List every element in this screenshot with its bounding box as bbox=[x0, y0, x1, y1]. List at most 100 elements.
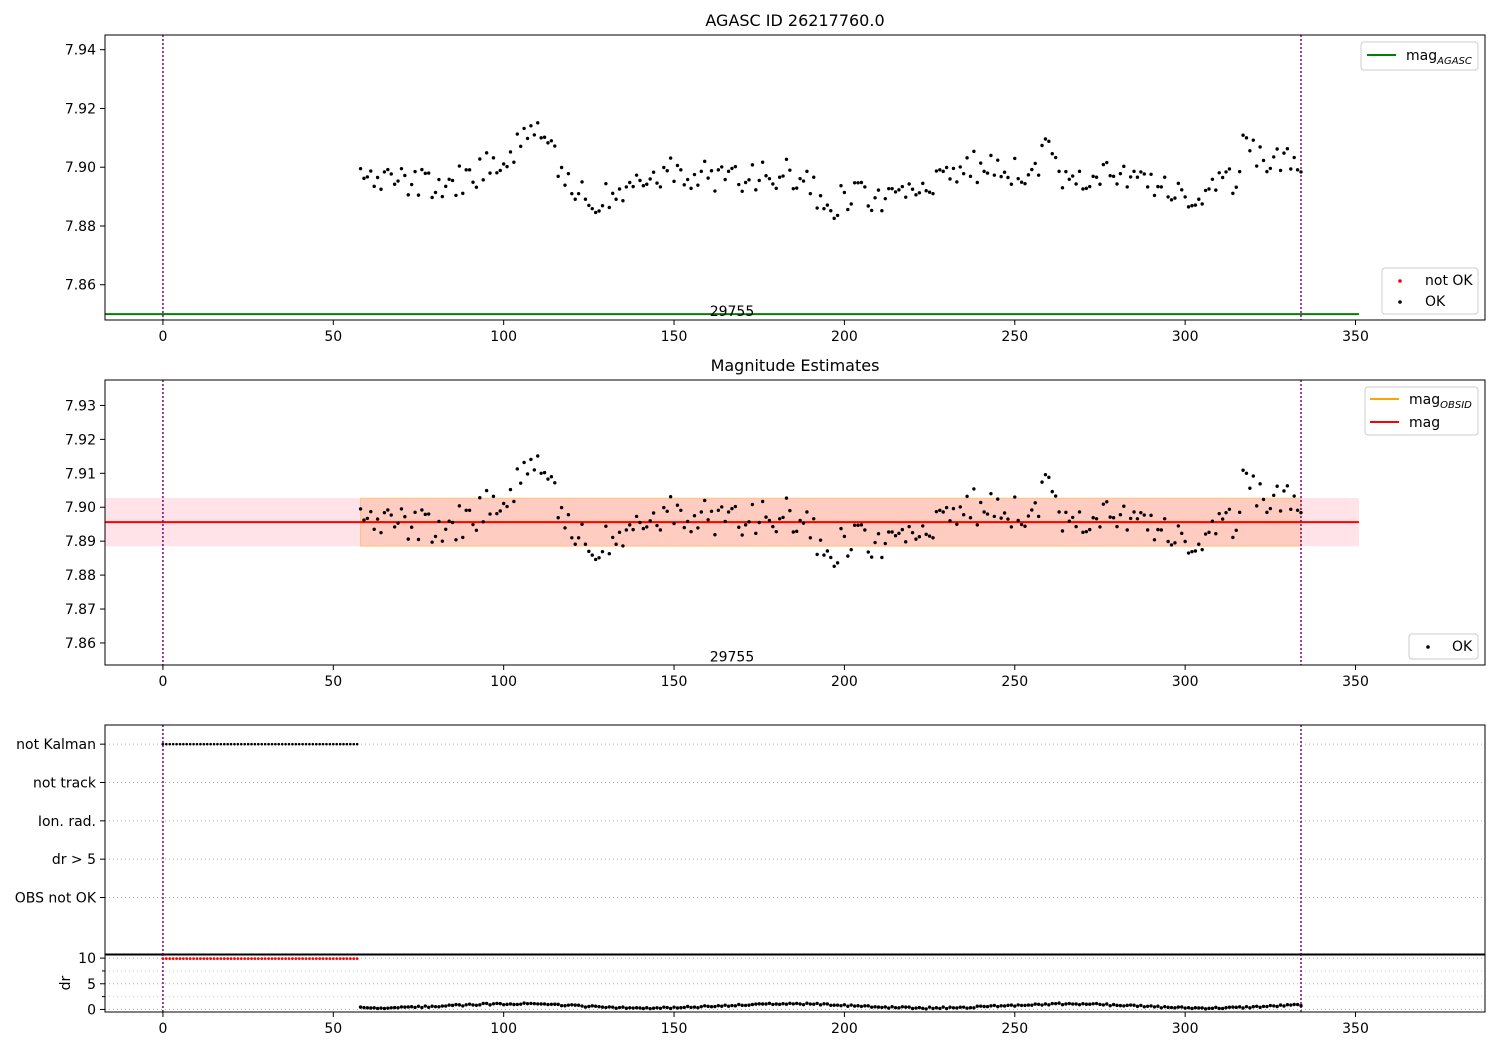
data-point-ok bbox=[478, 157, 482, 161]
dr-point-ok bbox=[1275, 1004, 1279, 1009]
flag-point bbox=[352, 742, 356, 746]
data-point-ok bbox=[621, 199, 625, 203]
data-point-ok bbox=[614, 542, 618, 546]
data-point-ok bbox=[985, 512, 990, 516]
dr-point-ok bbox=[975, 1004, 979, 1008]
dr-point-ok bbox=[369, 1006, 373, 1010]
dr-point-ok bbox=[733, 1004, 738, 1008]
data-point-ok bbox=[777, 517, 782, 521]
data-point-ok bbox=[668, 156, 673, 160]
data-point-ok bbox=[1244, 471, 1249, 476]
dr-point-ok bbox=[869, 1005, 874, 1009]
dr-point-ok bbox=[754, 1002, 758, 1006]
dr-point-ok bbox=[631, 1006, 635, 1010]
dr-point-ok bbox=[539, 1002, 543, 1006]
data-point-ok bbox=[893, 534, 898, 538]
dr-point-ok bbox=[464, 1003, 468, 1007]
data-point-ok bbox=[365, 175, 370, 179]
data-point-ok bbox=[628, 523, 632, 527]
dr-point-ok bbox=[362, 1005, 366, 1010]
dr-point-ok bbox=[580, 1004, 584, 1008]
data-point-ok bbox=[553, 144, 557, 148]
dr-point-ok bbox=[1258, 1005, 1262, 1010]
dr-point-ok bbox=[672, 1005, 676, 1009]
data-point-ok bbox=[444, 527, 448, 531]
data-point-ok bbox=[382, 170, 387, 174]
data-point-ok bbox=[781, 515, 785, 520]
data-point-ok bbox=[907, 524, 911, 529]
data-point-ok bbox=[720, 505, 724, 509]
data-point-ok bbox=[822, 206, 826, 211]
data-point-ok bbox=[774, 529, 778, 534]
data-point-ok bbox=[914, 193, 918, 197]
dr-point-ok bbox=[1139, 1003, 1143, 1008]
data-point-ok bbox=[1292, 494, 1296, 498]
data-point-ok bbox=[1255, 504, 1259, 508]
flag-point bbox=[297, 742, 301, 746]
data-point-ok bbox=[1203, 532, 1208, 536]
data-point-ok bbox=[1190, 549, 1194, 554]
dr-point-ok bbox=[863, 1004, 867, 1008]
data-point-ok bbox=[369, 169, 373, 173]
data-point-ok bbox=[723, 519, 727, 524]
data-point-ok bbox=[447, 519, 451, 523]
y-tick-label: 7.88 bbox=[65, 219, 96, 235]
x-tick-label: 300 bbox=[1172, 1021, 1199, 1037]
data-point-ok bbox=[501, 162, 506, 166]
dr-point-ok bbox=[849, 1003, 853, 1007]
data-point-ok bbox=[747, 178, 751, 182]
data-point-ok bbox=[1248, 486, 1252, 490]
dr-point-ok bbox=[897, 1006, 901, 1010]
data-point-ok bbox=[1074, 182, 1078, 186]
dr-point-ok bbox=[747, 1003, 751, 1007]
data-point-ok bbox=[1036, 514, 1041, 519]
data-point-ok bbox=[829, 555, 833, 560]
flag-point bbox=[318, 742, 321, 746]
data-point-ok bbox=[1186, 551, 1191, 555]
dr-point-ok bbox=[570, 1003, 574, 1007]
data-point-ok bbox=[907, 182, 911, 186]
data-point-ok bbox=[992, 173, 997, 177]
data-point-ok bbox=[948, 519, 952, 523]
data-point-ok bbox=[379, 187, 383, 191]
data-point-ok bbox=[1295, 508, 1300, 512]
dr-point-ok bbox=[1033, 1002, 1037, 1006]
dr-point-ok bbox=[1197, 1006, 1201, 1010]
data-point-ok bbox=[668, 495, 673, 499]
data-point-ok bbox=[955, 522, 959, 526]
magnitude-axes-frame bbox=[104, 379, 1486, 666]
dr-point-ok bbox=[1255, 1004, 1259, 1009]
data-point-ok bbox=[1016, 176, 1020, 181]
data-point-ok bbox=[1156, 527, 1160, 532]
x-tick-label: 250 bbox=[1001, 329, 1028, 345]
legend-box bbox=[1381, 267, 1479, 315]
data-point-ok bbox=[996, 497, 1000, 501]
dr-point-ok bbox=[399, 1005, 404, 1009]
y-tick-label: 7.88 bbox=[65, 568, 96, 584]
data-point-ok bbox=[508, 150, 513, 154]
dr-point-ok bbox=[420, 1005, 424, 1010]
dr-point-ok bbox=[505, 1002, 509, 1007]
dr-point-ok bbox=[1006, 1003, 1010, 1008]
dr-point-ok bbox=[617, 1005, 622, 1010]
dr-point-ok bbox=[685, 1004, 690, 1009]
dr-point-ok bbox=[679, 1005, 683, 1010]
data-point-ok bbox=[498, 509, 502, 513]
dr-point-ok bbox=[658, 1006, 663, 1011]
data-point-ok bbox=[1152, 538, 1157, 542]
dr-point-ok bbox=[876, 1005, 881, 1009]
dr-point-ok bbox=[1251, 1005, 1255, 1009]
magnitude-panel: Magnitude Estimates 29755 0 50 100 150 200 25… bbox=[65, 356, 1486, 690]
data-point-ok bbox=[1145, 185, 1150, 189]
data-point-ok bbox=[362, 176, 366, 181]
y-tick-label: 7.93 bbox=[65, 398, 96, 414]
data-point-ok bbox=[1186, 205, 1191, 209]
y-tick-label: 7.86 bbox=[65, 278, 96, 294]
dr-point-ok bbox=[1088, 1002, 1092, 1006]
data-point-ok bbox=[604, 524, 608, 528]
dr-point-ok bbox=[1261, 1004, 1266, 1009]
data-point-ok bbox=[467, 168, 472, 172]
legend-label-agasc: magAGASC bbox=[1406, 48, 1472, 67]
dr-point-ok bbox=[1156, 1004, 1160, 1008]
dr-point-ok bbox=[1180, 1005, 1184, 1009]
